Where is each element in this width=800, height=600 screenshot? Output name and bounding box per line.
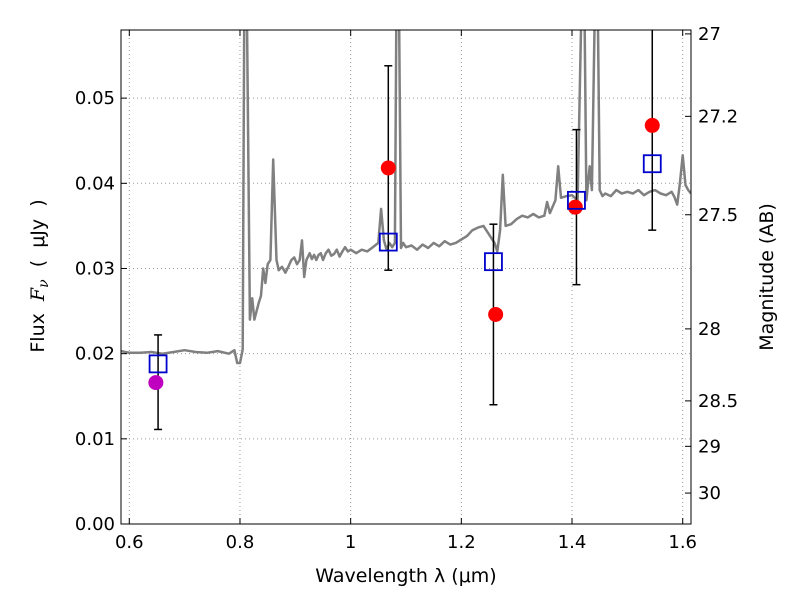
axis-ticks: 0.6 0.8 1 1.2 1.4 1.6 0.00 0.01 0.02 0.03 0.04 0.05… (75, 24, 738, 553)
x-tick-label-3: 1.2 (447, 532, 476, 553)
y2-axis-title: Magnitude (AB) (756, 203, 778, 351)
y-tick-label-5: 0.05 (75, 88, 115, 109)
model-square-1 (378, 232, 398, 252)
grid-lines (121, 30, 691, 524)
x-tick-label-5: 1.6 (668, 532, 697, 553)
x-tick-label-1: 0.8 (226, 532, 255, 553)
y2-tick-label-0: 27 (698, 24, 721, 45)
model-photometry-squares (148, 154, 662, 374)
y-axis-title: Flux Fν ( μJy ) (27, 199, 52, 352)
y2-tick-label-6: 30 (698, 483, 721, 504)
y2-tick-label-5: 29 (698, 436, 721, 457)
x-tick-label-2: 1 (345, 532, 356, 553)
x-tick-label-0: 0.6 (115, 532, 144, 553)
y2-tick-label-1: 27.2 (698, 106, 738, 127)
observed-point-1 (380, 160, 396, 176)
model-square-4 (642, 154, 662, 174)
y-tick-label-3: 0.03 (75, 258, 115, 279)
plot-frame (120, 29, 692, 525)
model-spectrum (121, 30, 691, 365)
observed-point-0 (148, 375, 164, 391)
x-tick-label-4: 1.4 (558, 532, 587, 553)
observed-points (148, 117, 660, 391)
model-square-0 (148, 354, 168, 374)
y2-tick-label-4: 28.5 (698, 391, 738, 412)
y2-tick-label-2: 27.5 (698, 205, 738, 226)
y-axis-title-symbol: F (27, 287, 49, 302)
y-tick-label-2: 0.02 (75, 344, 115, 365)
y-tick-label-4: 0.04 (75, 173, 115, 194)
y-axis-title-subscript: ν (36, 279, 52, 288)
y-tick-label-0: 0.00 (75, 514, 115, 535)
observed-point-3 (567, 199, 583, 215)
model-square-2 (484, 252, 503, 272)
y2-tick-label-3: 28 (698, 319, 721, 340)
model-square-3 (567, 190, 586, 210)
observed-point-4 (644, 117, 660, 133)
observed-point-2 (488, 306, 504, 322)
y-axis-title-post: ( μJy ) (27, 199, 49, 279)
y-axis-title-pre: Flux (27, 301, 49, 353)
x-axis-title: Wavelength λ (μm) (315, 565, 496, 587)
spectrum-line (121, 30, 691, 365)
y-tick-label-1: 0.01 (75, 429, 115, 450)
